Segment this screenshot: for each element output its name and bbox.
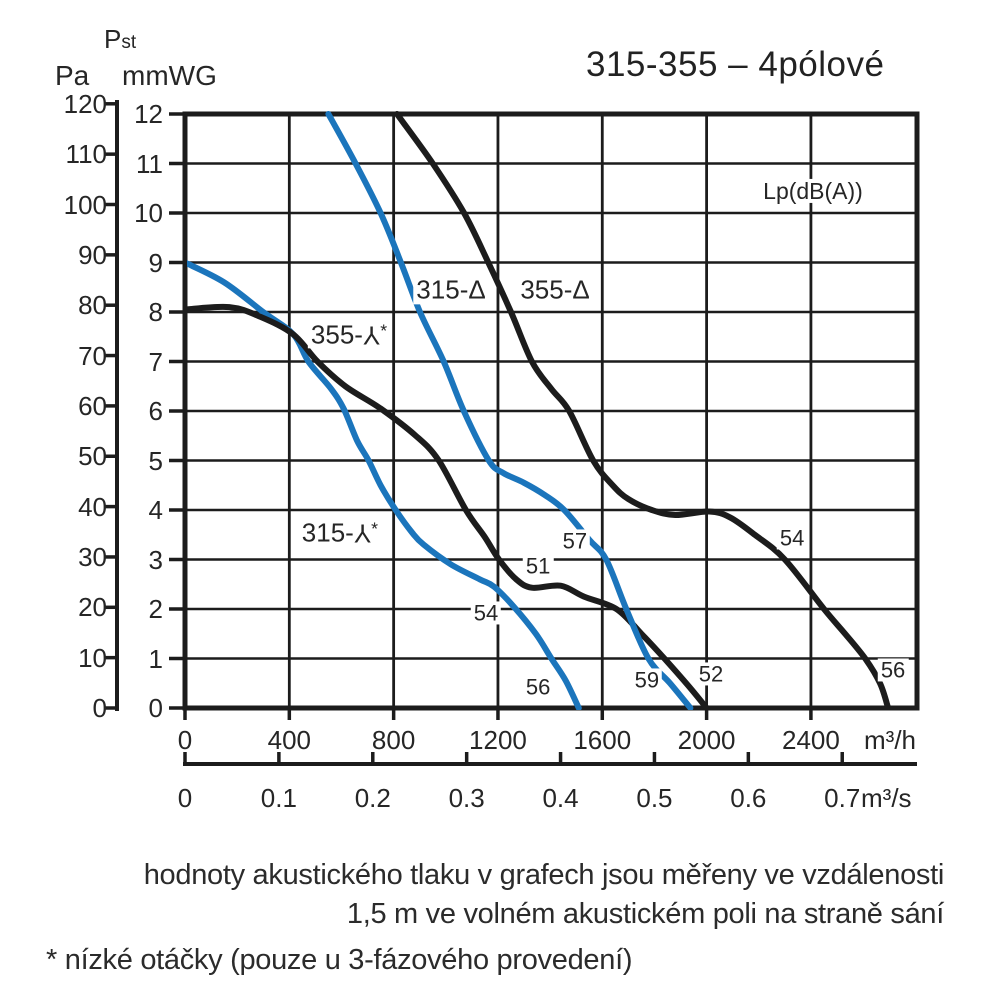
- pst-subscript: st: [121, 32, 137, 53]
- pa-tick-label: 40: [78, 491, 107, 522]
- m3h-tick-label: 0: [177, 725, 193, 755]
- m3h-tick-label: 2000: [677, 725, 736, 755]
- m3s-tick-label: 0.2: [354, 783, 391, 813]
- pa-tick-label: 60: [78, 390, 107, 421]
- mmwg-tick-label: 11: [136, 148, 163, 179]
- pa-axis-unit-label: Pa: [55, 60, 90, 91]
- m3s-tick-label: 0.7: [824, 783, 861, 813]
- acoustic-note-line1: hodnoty akustického tlaku v grafech jsou…: [143, 859, 945, 891]
- mmwg-tick-label: 1: [148, 643, 163, 674]
- low-speed-star: *: [371, 518, 379, 539]
- curve-355: [394, 111, 892, 710]
- mmwg-tick-label: 2: [148, 594, 163, 624]
- pa-tick-label: 80: [78, 290, 107, 321]
- low-speed-star: *: [380, 320, 388, 341]
- pst-quantity-label: Pst: [104, 24, 136, 55]
- curve-label: 315-Y*: [298, 518, 382, 549]
- db-level-label: 51: [522, 554, 554, 577]
- m3h-tick-label: 400: [267, 725, 311, 755]
- db-level-label: 52: [695, 662, 727, 685]
- db-level-label: 54: [776, 527, 808, 550]
- mmwg-tick-label: 7: [148, 346, 163, 377]
- pa-tick-label: 110: [65, 139, 107, 170]
- m3s-tick-label: 0.3: [448, 783, 485, 813]
- pa-tick-label: 100: [63, 189, 107, 220]
- db-level-label: 59: [631, 668, 663, 691]
- curve-label: 355-Y*: [307, 320, 391, 351]
- mmwg-tick-label: 6: [148, 396, 163, 426]
- chart-title: 315-355 – 4pólové: [586, 45, 885, 84]
- m3s-tick-label: 0.1: [260, 783, 297, 813]
- lp-dba-legend: Lp(dB(A)): [760, 179, 866, 203]
- mmwg-tick-label: 3: [148, 544, 163, 575]
- m3h-tick-label: 800: [371, 725, 416, 755]
- pa-tick-label: 0: [92, 693, 107, 723]
- mmwg-tick-label: 4: [148, 495, 163, 525]
- m3s-tick-label: 0.6: [730, 783, 767, 813]
- m3s-unit-label: m³/s: [861, 783, 912, 813]
- pa-tick-label: 50: [78, 441, 107, 472]
- db-level-label: 56: [522, 676, 554, 699]
- curve-label: 315-Δ: [413, 276, 489, 304]
- m3s-tick-label: 0.4: [542, 783, 579, 813]
- pa-tick-label: 90: [78, 239, 107, 270]
- low-speed-footnote: * nízké otáčky (pouze u 3-fázového prove…: [46, 944, 633, 976]
- mmwg-tick-label: 8: [148, 297, 163, 327]
- pst-symbol: P: [104, 24, 122, 54]
- wye-connection-symbol: Y: [362, 320, 381, 351]
- m3h-unit-label: m³/h: [864, 725, 916, 755]
- db-level-label: 54: [470, 601, 502, 625]
- pa-tick-label: 10: [78, 642, 107, 673]
- curve-315: [325, 111, 694, 710]
- m3h-tick-label: 1200: [469, 725, 527, 755]
- db-level-label: 57: [559, 530, 591, 553]
- mmwg-tick-label: 5: [148, 445, 163, 476]
- db-level-label: 56: [877, 658, 909, 681]
- pa-tick-label: 70: [78, 340, 107, 371]
- mmwg-tick-label: 10: [134, 198, 163, 228]
- m3s-tick-label: 0: [177, 783, 193, 813]
- m3h-tick-label: 1600: [573, 725, 632, 755]
- acoustic-note: hodnoty akustického tlaku v grafech jsou…: [34, 856, 945, 934]
- curve-label: 355-Δ: [517, 276, 593, 304]
- acoustic-note-line2: 1,5 m ve volném akustickém poli na stran…: [346, 898, 944, 930]
- m3s-tick-label: 0.5: [636, 783, 673, 813]
- mmwg-tick-label: 0: [148, 693, 163, 723]
- pa-tick-label: 30: [78, 541, 107, 572]
- mmwg-tick-label: 12: [134, 99, 163, 129]
- m3h-tick-label: 2400: [781, 725, 840, 755]
- wye-connection-symbol: Y: [353, 518, 372, 549]
- mmwg-tick-label: 9: [148, 247, 163, 278]
- pa-tick-label: 120: [63, 88, 107, 119]
- mmwg-axis-unit-label: mmWG: [122, 60, 217, 91]
- pa-tick-label: 20: [78, 592, 107, 623]
